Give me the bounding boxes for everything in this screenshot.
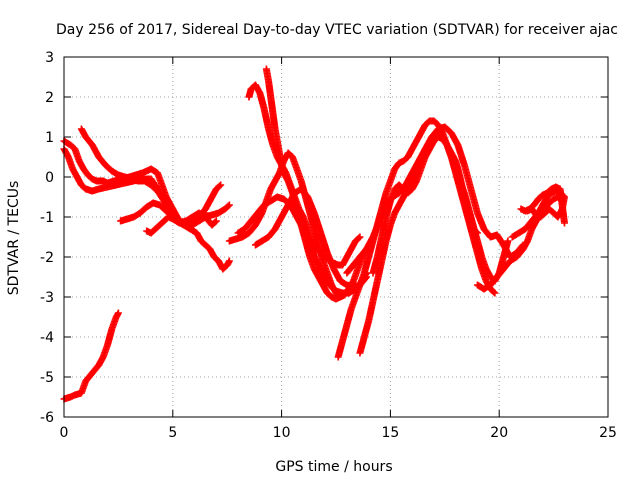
y-tick-label: -2 xyxy=(40,250,54,266)
data-point-marker xyxy=(473,229,481,237)
data-point-marker xyxy=(491,289,499,297)
y-tick-label: 1 xyxy=(45,130,54,146)
data-point-marker xyxy=(114,309,122,317)
data-point-marker xyxy=(225,257,233,265)
series-trace-r xyxy=(517,183,568,227)
data-point-marker xyxy=(225,201,233,209)
y-tick-label: 0 xyxy=(45,170,54,186)
axis-ticks: 0 5 10 15 20 25 -6 -5 -4 -3 -2 -1 0 1 2 3 xyxy=(40,50,617,441)
y-axis-title: SDTVAR / TECUs xyxy=(6,181,22,296)
data-point-marker xyxy=(560,219,568,227)
data-point-marker xyxy=(212,217,220,225)
x-tick-label: 0 xyxy=(60,425,69,441)
chart-title: Day 256 of 2017, Sidereal Day-to-day VTE… xyxy=(56,22,618,38)
data-point-marker xyxy=(356,233,364,241)
y-tick-label: -3 xyxy=(40,290,54,306)
y-tick-label: 3 xyxy=(45,50,54,66)
x-tick-label: 25 xyxy=(599,425,617,441)
data-point-marker xyxy=(224,202,232,210)
data-point-marker xyxy=(216,182,224,190)
data-point-marker xyxy=(490,288,498,296)
series-trace-i xyxy=(225,149,353,301)
data-point-marker xyxy=(211,218,219,226)
series-trace-a xyxy=(60,309,122,403)
y-tick-label: -1 xyxy=(40,210,54,226)
x-tick-label: 10 xyxy=(273,425,291,441)
y-tick-label: 2 xyxy=(45,90,54,106)
x-tick-label: 15 xyxy=(381,425,399,441)
data-point-marker xyxy=(472,228,480,236)
series-trace-o xyxy=(343,123,527,277)
series-trace-f xyxy=(143,209,220,237)
x-tick-label: 5 xyxy=(168,425,177,441)
y-tick-label: -5 xyxy=(40,370,54,386)
series-trace-n xyxy=(369,133,481,277)
plot-frame xyxy=(63,56,609,418)
data-point-marker xyxy=(355,234,363,242)
data-point-marker xyxy=(504,237,512,245)
y-tick-label: -4 xyxy=(40,330,54,346)
data-marks xyxy=(60,65,568,403)
x-axis-title: GPS time / hours xyxy=(275,459,392,475)
series-trace-d xyxy=(77,125,233,229)
y-tick-label: -6 xyxy=(40,410,54,426)
x-tick-label: 20 xyxy=(490,425,508,441)
data-point-marker xyxy=(217,181,225,189)
